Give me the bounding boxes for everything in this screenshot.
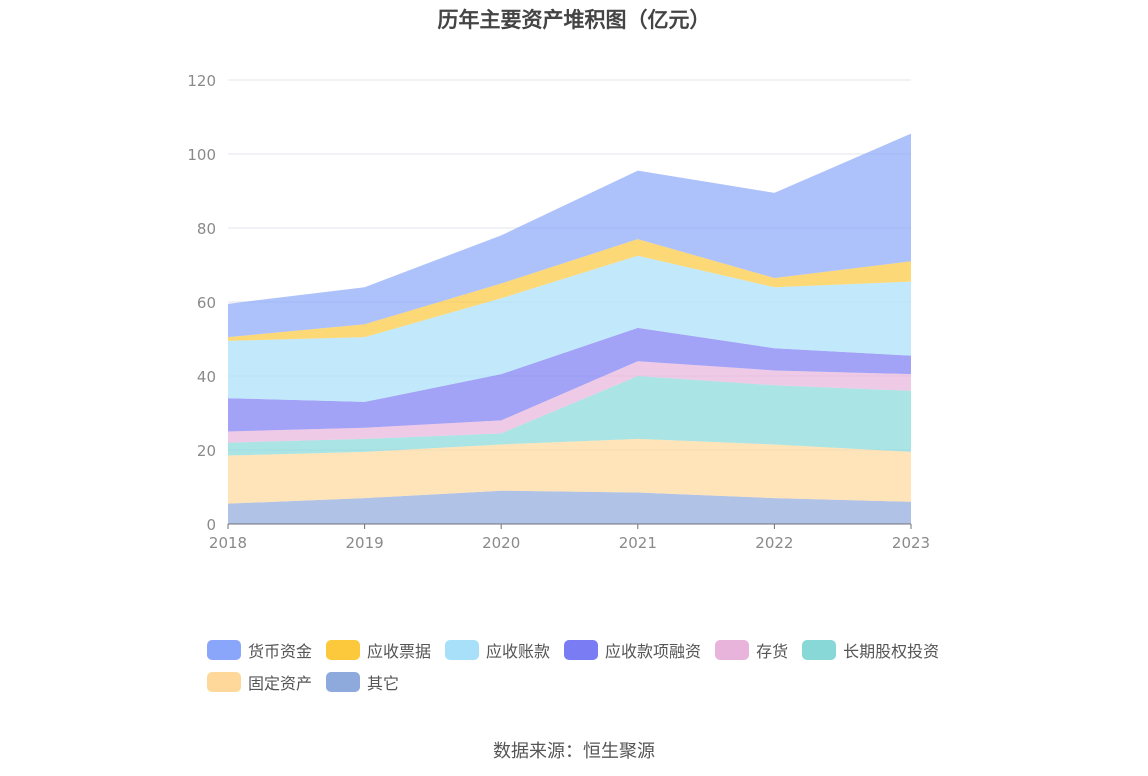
legend-swatch <box>445 640 480 660</box>
legend-swatch <box>326 640 361 660</box>
area-series-6 <box>228 239 911 341</box>
legend-label: 应收票据 <box>367 642 432 661</box>
legend-item[interactable]: 存货 <box>715 640 789 661</box>
area-series-2 <box>228 376 911 456</box>
area-series-0 <box>228 490 911 524</box>
legend-label: 固定资产 <box>248 674 313 693</box>
chart-title: 历年主要资产堆积图（亿元） <box>437 8 711 32</box>
legend-item[interactable]: 应收账款 <box>445 640 551 661</box>
y-tick-label: 120 <box>187 72 216 90</box>
y-tick-label: 40 <box>197 368 216 386</box>
data-source: 数据来源：恒生聚源 <box>493 741 655 762</box>
legend-swatch <box>326 672 361 692</box>
legend-label: 其它 <box>367 674 400 693</box>
legend-label: 货币资金 <box>248 642 313 661</box>
legend-item[interactable]: 其它 <box>326 672 400 693</box>
x-tick-label: 2022 <box>755 534 793 552</box>
legend-swatch <box>207 672 241 692</box>
legend-swatch <box>715 640 750 660</box>
legend-item[interactable]: 固定资产 <box>207 672 313 693</box>
legend-label: 长期股权投资 <box>843 642 940 661</box>
legend-label: 应收账款 <box>486 642 551 661</box>
area-series-4 <box>228 327 911 432</box>
legend-item[interactable]: 货币资金 <box>207 640 313 661</box>
legend-item[interactable]: 应收款项融资 <box>564 640 702 661</box>
x-tick-label: 2018 <box>209 534 247 552</box>
x-tick-label: 2019 <box>346 534 384 552</box>
area-series-5 <box>228 255 911 402</box>
area-series-1 <box>228 438 911 504</box>
legend-item[interactable]: 长期股权投资 <box>802 640 940 661</box>
legend-swatch <box>564 640 599 660</box>
y-tick-label: 80 <box>197 220 216 238</box>
x-tick-label: 2020 <box>482 534 520 552</box>
stacked-area-chart: 0 20 40 60 80 100 120 2018 2019 2020 2021 2022 2023 <box>187 72 930 552</box>
y-tick-label: 60 <box>197 294 216 312</box>
legend-item[interactable]: 应收票据 <box>326 640 432 661</box>
x-tick-label: 2023 <box>892 534 930 552</box>
y-tick-label: 100 <box>187 146 216 164</box>
legend-swatch <box>802 640 837 660</box>
area-series-7 <box>228 133 911 338</box>
y-tick-label: 20 <box>197 442 216 460</box>
legend-label: 存货 <box>756 642 789 661</box>
legend-swatch <box>207 640 241 660</box>
x-tick-label: 2021 <box>619 534 657 552</box>
area-series-3 <box>228 361 911 443</box>
legend-label: 应收款项融资 <box>605 642 702 661</box>
chart-legend: 货币资金 应收票据 应收账款 应收款项融资 存货 长期股权投资固定资产 其它 <box>207 640 967 693</box>
y-tick-label: 0 <box>206 516 216 534</box>
